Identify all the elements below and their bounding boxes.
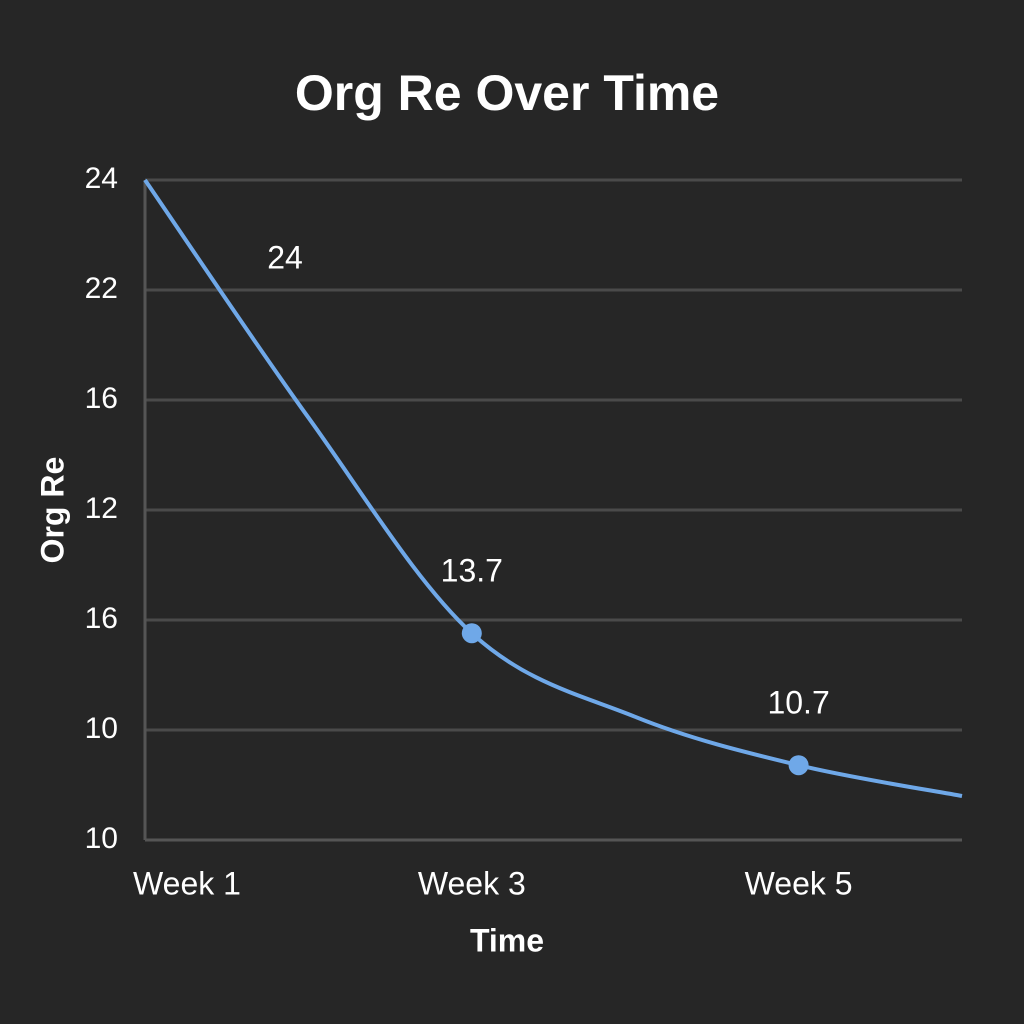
x-tick-label: Week 3 xyxy=(418,865,526,901)
x-tick-label: Week 1 xyxy=(133,865,241,901)
y-tick-label: 24 xyxy=(85,162,118,195)
data-point xyxy=(461,623,482,644)
y-tick-label: 16 xyxy=(85,382,118,415)
y-axis-title: Org Re xyxy=(34,457,70,564)
data-label: 24 xyxy=(267,239,303,275)
y-tick-label: 22 xyxy=(85,272,118,305)
y-tick-label: 12 xyxy=(85,492,118,525)
y-tick-label: 10 xyxy=(85,712,118,745)
x-axis-title: Time xyxy=(470,922,544,958)
data-label: 13.7 xyxy=(441,553,503,589)
data-label: 10.7 xyxy=(767,685,829,721)
data-point xyxy=(788,755,809,776)
x-tick-label: Week 5 xyxy=(745,865,853,901)
y-tick-label: 16 xyxy=(85,602,118,635)
chart-title: Org Re Over Time xyxy=(295,65,719,121)
y-tick-label: 10 xyxy=(85,822,118,855)
